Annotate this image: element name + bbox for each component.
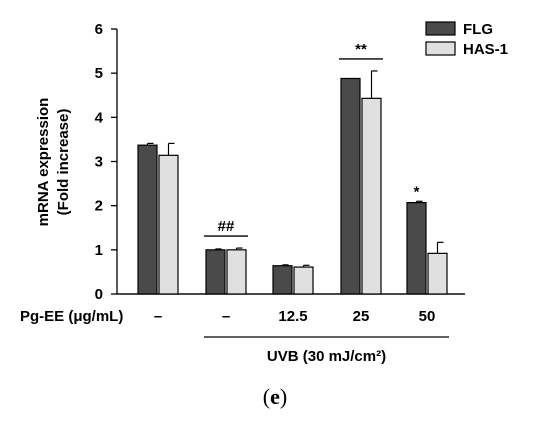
bar-flg	[341, 78, 360, 294]
y-tick-label: 0	[95, 286, 103, 303]
bar-flg	[206, 250, 225, 294]
x-category-label: 25	[353, 308, 370, 325]
y-tick-label: 5	[95, 65, 103, 82]
bar-has-1	[294, 267, 313, 294]
legend: FLG HAS-1	[426, 21, 508, 58]
y-tick-label: 1	[95, 242, 103, 259]
y-axis-ticks: 0 1 2 3 4 5 6	[95, 21, 117, 303]
bar-has-1	[362, 98, 381, 294]
x-category-label: –	[154, 308, 162, 325]
uvb-group: UVB (30 mJ/cm²)	[204, 337, 449, 365]
x-row-label: Pg-EE (μg/mL)	[20, 308, 123, 325]
y-tick-label: 2	[95, 198, 103, 215]
legend-label-has-1: HAS-1	[463, 41, 508, 58]
legend-label-flg: FLG	[463, 21, 493, 38]
bar-flg	[407, 203, 426, 294]
bar-has-1	[159, 155, 178, 294]
y-tick-label: 3	[95, 154, 103, 171]
legend-swatch-flg	[426, 22, 455, 35]
bar-flg	[273, 266, 292, 294]
bar-has-1	[428, 253, 447, 294]
annotations: ##***	[204, 41, 420, 236]
bar-flg	[138, 145, 157, 294]
error-bars	[148, 71, 444, 267]
y-tick-label: 4	[95, 109, 104, 126]
y-axis-label: mRNA expression (Fold increase)	[35, 98, 72, 227]
bars	[138, 78, 447, 294]
x-category-label: 50	[419, 308, 436, 325]
significance-mark: ##	[218, 218, 235, 235]
x-category-label: –	[222, 308, 230, 325]
significance-mark: *	[414, 183, 420, 200]
legend-swatch-has-1	[426, 42, 455, 55]
y-axis-label-line2: (Fold increase)	[55, 109, 72, 216]
y-axis-label-line1: mRNA expression	[35, 98, 52, 227]
x-axis-labels: Pg-EE (μg/mL) – – 12.5 25 50	[20, 308, 435, 325]
figure-caption: (e)	[263, 384, 287, 409]
uvb-group-label: UVB (30 mJ/cm²)	[267, 348, 386, 365]
bar-has-1	[227, 250, 246, 294]
significance-mark: **	[355, 41, 367, 58]
x-category-label: 12.5	[278, 308, 307, 325]
y-tick-label: 6	[95, 21, 103, 38]
